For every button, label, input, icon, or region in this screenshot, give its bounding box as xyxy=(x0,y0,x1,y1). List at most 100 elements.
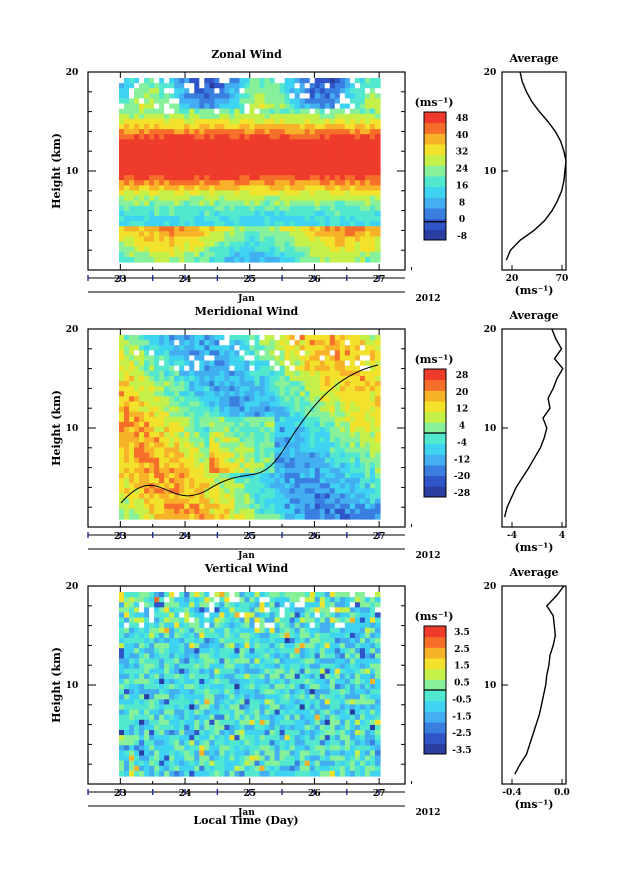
heatmap-cell xyxy=(304,159,311,166)
heatmap-cell xyxy=(164,154,170,161)
heatmap-cell xyxy=(169,447,175,454)
heatmap-cell xyxy=(204,88,210,94)
heatmap-cell xyxy=(339,83,346,89)
heatmap-cell xyxy=(254,699,261,706)
heatmap-cell xyxy=(204,467,210,474)
heatmap-cell xyxy=(279,452,286,459)
heatmap-cell xyxy=(194,200,200,207)
heatmap-cell xyxy=(244,118,251,125)
heatmap-cell xyxy=(129,668,135,675)
heatmap-cell xyxy=(239,375,246,382)
heatmap-cell xyxy=(154,411,160,418)
heatmap-cell xyxy=(229,658,236,665)
heatmap-cell xyxy=(254,714,261,721)
heatmap-cell xyxy=(294,231,301,238)
heatmap-cell xyxy=(224,462,231,469)
heatmap-cell xyxy=(279,221,286,227)
heatmap-cell xyxy=(164,251,170,258)
heatmap-cell xyxy=(234,699,241,706)
heatmap-cell xyxy=(219,226,225,232)
heatmap-cell xyxy=(244,467,251,474)
heatmap-cell xyxy=(189,251,195,258)
heatmap-cell xyxy=(254,93,261,100)
heatmap-cell xyxy=(279,365,286,372)
heatmap-cell xyxy=(249,360,256,367)
heatmap-cell xyxy=(329,149,336,156)
heatmap-cell xyxy=(294,134,301,140)
heatmap-cell xyxy=(199,129,205,135)
heatmap-cell xyxy=(129,78,135,84)
heatmap-cell xyxy=(324,98,331,105)
heatmap-cell xyxy=(349,427,356,433)
heatmap-cell xyxy=(144,735,150,741)
heatmap-cell xyxy=(354,226,361,232)
colorbar-tick-label: -12 xyxy=(454,455,470,465)
heatmap-cell xyxy=(124,765,130,772)
heatmap-cell xyxy=(254,78,261,84)
heatmap-cell xyxy=(334,88,341,94)
heatmap-cell xyxy=(234,195,241,202)
heatmap-cell xyxy=(284,159,291,166)
heatmap-cell xyxy=(299,149,306,156)
heatmap-cell xyxy=(244,154,251,161)
heatmap-cell xyxy=(209,180,215,186)
heatmap-cell xyxy=(244,478,251,484)
heatmap-cell xyxy=(289,437,296,443)
heatmap-cell xyxy=(269,200,276,207)
heatmap-cell xyxy=(264,350,271,357)
heatmap-cell xyxy=(129,210,135,217)
heatmap-cell xyxy=(144,118,150,125)
heatmap-cell xyxy=(344,478,351,484)
heatmap-cell xyxy=(344,88,351,94)
heatmap-cell xyxy=(319,360,326,367)
heatmap-cell xyxy=(129,396,135,403)
heatmap-cell xyxy=(129,256,135,263)
heatmap-cell xyxy=(144,251,150,258)
heatmap-cells xyxy=(119,335,381,520)
heatmap-cell xyxy=(374,406,381,413)
heatmap-cell xyxy=(234,457,241,464)
heatmap-cell xyxy=(149,411,155,418)
heatmap-cell xyxy=(259,164,266,171)
heatmap-cell xyxy=(264,103,271,110)
heatmap-cell xyxy=(184,730,190,736)
heatmap-cell xyxy=(124,597,130,603)
heatmap-cell xyxy=(124,602,130,608)
heatmap-cell xyxy=(219,427,225,433)
heatmap-cell xyxy=(184,770,190,777)
heatmap-cell xyxy=(154,508,160,515)
heatmap-cell xyxy=(199,513,205,520)
heatmap-cell xyxy=(249,689,256,695)
heatmap-cell xyxy=(284,134,291,140)
heatmap-cell xyxy=(194,694,200,700)
heatmap-cell xyxy=(304,103,311,110)
heatmap-cell xyxy=(219,139,225,146)
heatmap-cell xyxy=(359,488,366,495)
heatmap-cell xyxy=(374,483,381,489)
heatmap-cell xyxy=(294,401,301,408)
heatmap-cell xyxy=(184,108,190,115)
heatmap-cell xyxy=(179,149,185,156)
heatmap-cell xyxy=(124,498,130,505)
heatmap-cell xyxy=(144,503,150,510)
heatmap-cell xyxy=(309,103,316,110)
heatmap-cell xyxy=(204,185,210,192)
heatmap-cell xyxy=(359,452,366,459)
heatmap-cell xyxy=(339,246,346,253)
heatmap-cell xyxy=(369,478,376,484)
heatmap-cell xyxy=(289,391,296,397)
heatmap-cell xyxy=(119,195,125,202)
heatmap-cell xyxy=(164,694,170,700)
heatmap-cell xyxy=(134,406,140,413)
heatmap-cell xyxy=(239,730,246,736)
heatmap-cell xyxy=(224,246,231,253)
heatmap-cell xyxy=(279,370,286,377)
heatmap-cell xyxy=(349,164,356,171)
heatmap-cell xyxy=(229,765,236,772)
heatmap-cell xyxy=(159,488,165,495)
heatmap-cell xyxy=(369,427,376,433)
heatmap-cell xyxy=(134,108,140,115)
heatmap-cell xyxy=(244,236,251,243)
heatmap-cell xyxy=(159,467,165,474)
heatmap-cell xyxy=(364,503,371,510)
